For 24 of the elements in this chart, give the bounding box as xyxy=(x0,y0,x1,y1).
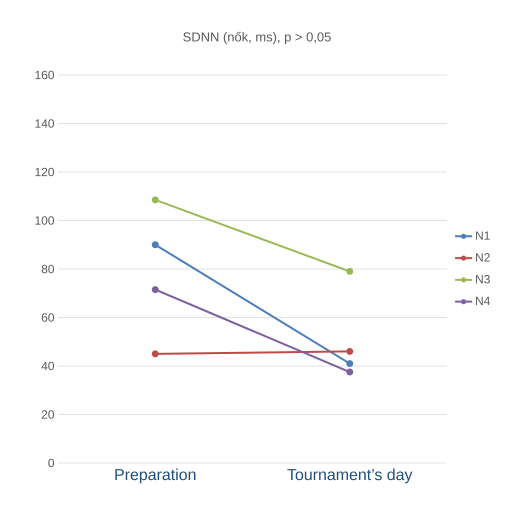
y-tick-label: 80 xyxy=(42,264,54,274)
legend-label: N1 xyxy=(476,231,490,240)
point xyxy=(346,268,354,275)
legend-label: N2 xyxy=(476,253,490,262)
y-tick-label: 160 xyxy=(35,70,54,80)
legend-label: N3 xyxy=(476,274,490,284)
x-tick-label: Tournament’s day xyxy=(287,468,412,484)
x-tick-label: Preparation xyxy=(115,468,196,484)
point xyxy=(346,360,354,368)
point xyxy=(152,350,159,358)
point xyxy=(152,286,159,294)
y-tick-label: 140 xyxy=(35,119,54,128)
y-tick-label: 120 xyxy=(35,168,54,176)
point xyxy=(152,196,159,204)
chart-title: SDNN (nők, ms), p > 0,05 xyxy=(183,32,331,44)
point xyxy=(346,348,354,355)
y-tick-label: 60 xyxy=(42,313,54,322)
y-tick-label: 20 xyxy=(42,410,54,419)
legend-label: N4 xyxy=(476,296,490,306)
point xyxy=(346,368,354,376)
point xyxy=(152,241,159,248)
y-tick-label: 40 xyxy=(41,362,54,370)
y-tick-label: 0 xyxy=(48,458,54,468)
y-tick-label: 100 xyxy=(35,216,54,225)
